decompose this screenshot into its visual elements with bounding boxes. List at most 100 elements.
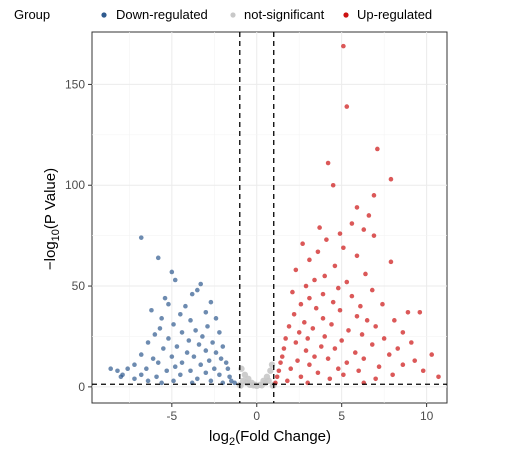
x-tick-label: -5: [166, 409, 177, 423]
data-point-down: [232, 380, 237, 386]
data-point-up: [400, 362, 406, 367]
data-point-down: [188, 368, 193, 374]
data-point-up: [286, 324, 292, 329]
data-point-up: [319, 344, 324, 349]
data-point-down: [169, 354, 175, 359]
data-point-up: [293, 340, 299, 345]
data-point-up: [400, 330, 406, 335]
x-tick-label: 0: [253, 409, 260, 423]
legend-label-up: Up-regulated: [357, 7, 432, 22]
data-point-down: [171, 378, 176, 384]
data-point-ns: [258, 382, 266, 389]
data-point-down: [166, 336, 171, 341]
data-point-down: [179, 360, 185, 365]
data-point-up: [293, 267, 299, 273]
data-point-up: [392, 318, 397, 323]
data-point-up: [361, 356, 367, 361]
data-point-up: [429, 352, 435, 357]
data-point-down: [138, 372, 144, 378]
data-point-up: [288, 366, 294, 372]
data-point-up: [344, 360, 350, 365]
data-point-up: [363, 271, 368, 277]
data-point-down: [206, 358, 212, 363]
data-point-up: [373, 376, 378, 382]
data-point-up: [312, 354, 317, 359]
data-point-down: [193, 328, 198, 333]
data-point-down: [155, 360, 161, 365]
data-point-up: [324, 237, 329, 242]
data-point-down: [145, 340, 151, 345]
data-point-up: [366, 213, 372, 218]
data-point-down: [144, 366, 149, 372]
data-point-down: [138, 235, 144, 240]
data-point-down: [203, 309, 209, 315]
data-point-down: [159, 316, 164, 321]
data-point-up: [322, 273, 328, 279]
data-point-up: [332, 346, 338, 351]
y-axis-title-suffix: (P Value): [42, 168, 59, 229]
y-tick-label: 150: [65, 77, 85, 91]
data-point-up: [310, 326, 316, 331]
data-point-up: [327, 376, 333, 382]
data-point-down: [118, 374, 124, 380]
data-point-down: [225, 366, 231, 372]
data-point-up: [341, 245, 346, 251]
data-point-down: [145, 378, 151, 384]
data-point-up: [305, 336, 311, 341]
data-point-up: [330, 299, 336, 305]
data-point-up: [274, 374, 280, 380]
data-point-down: [191, 354, 197, 359]
data-point-down: [228, 378, 234, 384]
data-point-up: [371, 193, 377, 198]
data-point-up: [375, 146, 380, 152]
data-point-up: [354, 313, 360, 319]
data-point-up: [322, 334, 328, 339]
data-point-up: [339, 338, 344, 343]
data-point-up: [354, 205, 360, 210]
data-point-up: [302, 320, 307, 325]
data-point-up: [344, 279, 350, 285]
data-point-up: [436, 374, 441, 380]
data-point-up: [395, 346, 401, 351]
data-point-down: [115, 368, 120, 374]
data-point-down: [198, 362, 204, 367]
data-point-up: [290, 289, 295, 295]
data-point-down: [150, 356, 156, 361]
y-axis-title-subscript: 10: [50, 229, 62, 241]
data-point-down: [189, 291, 195, 297]
data-point-up: [313, 305, 319, 311]
y-tick-label: 0: [78, 380, 85, 394]
data-point-up: [307, 295, 312, 301]
data-point-up: [285, 378, 290, 384]
data-point-up: [412, 358, 418, 363]
data-point-down: [205, 324, 210, 329]
data-point-up: [369, 342, 375, 347]
data-point-up: [281, 346, 287, 351]
data-point-up: [276, 368, 282, 374]
data-point-up: [312, 277, 317, 283]
data-point-up: [341, 43, 346, 49]
data-point-up: [386, 352, 392, 357]
grid: [92, 32, 447, 403]
data-point-up: [361, 227, 367, 232]
data-point-up: [420, 368, 426, 374]
data-point-up: [320, 291, 326, 297]
data-point-down: [195, 287, 200, 293]
data-point-down: [132, 362, 137, 367]
data-point-down: [213, 316, 219, 321]
data-point-up: [371, 233, 377, 238]
data-point-up: [335, 366, 341, 372]
data-point-down: [198, 281, 204, 287]
data-point-down: [208, 378, 214, 384]
data-point-down: [172, 277, 178, 283]
y-tick-label: 50: [72, 279, 86, 293]
data-point-down: [171, 322, 176, 327]
data-point-ns: [237, 382, 244, 389]
data-point-down: [203, 348, 209, 353]
data-point-up: [337, 307, 343, 313]
data-point-up: [349, 221, 355, 226]
data-point-up: [337, 231, 343, 236]
data-point-down: [162, 295, 168, 301]
data-point-up: [405, 309, 411, 315]
